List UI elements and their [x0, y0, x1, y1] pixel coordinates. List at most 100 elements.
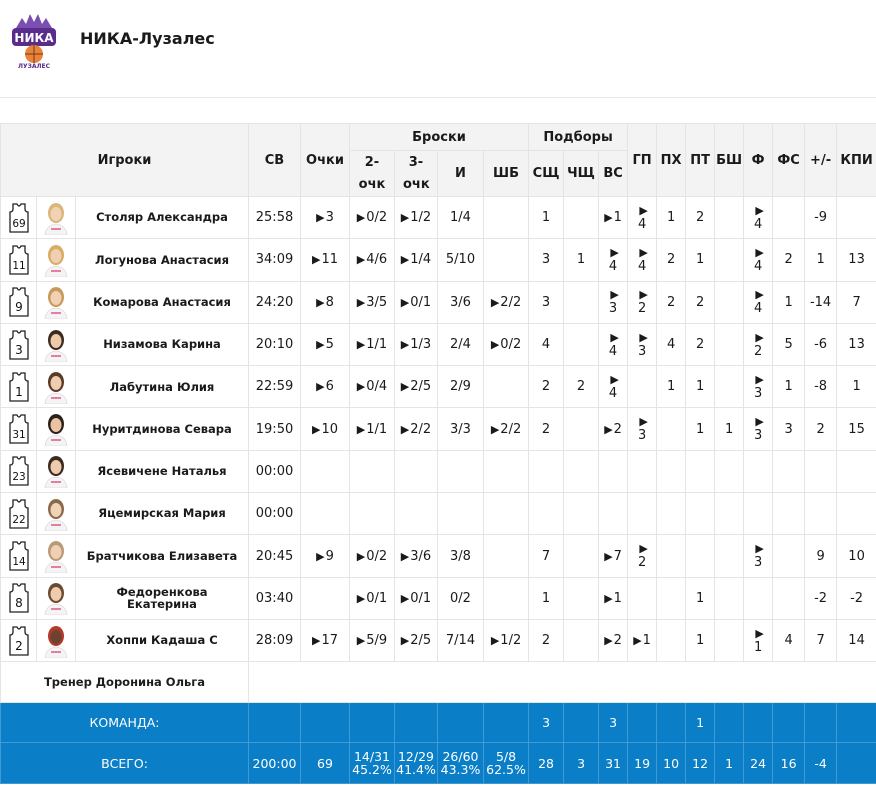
play-icon[interactable]: ▶	[400, 380, 410, 394]
player-row[interactable]: 22 Яцемирская Мария 00:00	[0, 492, 876, 536]
player-two-pt[interactable]	[349, 449, 395, 494]
player-points[interactable]: ▶3	[300, 195, 350, 240]
player-points[interactable]	[300, 492, 350, 536]
header-reb-total[interactable]: СЩ	[528, 150, 565, 197]
player-row[interactable]: 1 Лабутина Юлия 22:59 ▶6 ▶0/4 ▶2/5 2/9 2 2 ▶ 4 1 1 ▶ 3…	[0, 365, 876, 409]
player-name[interactable]: Низамова Карина	[75, 322, 249, 367]
player-two-pt[interactable]: ▶1/1	[349, 322, 395, 367]
play-icon[interactable]: ▶	[316, 295, 325, 309]
player-reb-def[interactable]: ▶1	[598, 195, 629, 240]
player-three-pt[interactable]: ▶2/2	[394, 407, 438, 451]
player-name[interactable]: Нуритдинова Севара	[75, 407, 249, 451]
play-icon[interactable]: ▶	[755, 415, 764, 429]
play-icon[interactable]: ▶	[356, 211, 366, 225]
header-fg[interactable]: И	[437, 150, 484, 197]
play-icon[interactable]: ▶	[400, 591, 410, 605]
player-assists[interactable]	[627, 492, 658, 536]
play-icon[interactable]: ▶	[490, 338, 500, 352]
player-ft[interactable]	[482, 576, 530, 620]
play-icon[interactable]: ▶	[639, 245, 648, 259]
player-ft[interactable]	[482, 238, 530, 282]
play-icon[interactable]: ▶	[604, 422, 613, 436]
player-name[interactable]: Яцемирская Мария	[75, 492, 249, 536]
player-row[interactable]: 9 Комарова Анастасия 24:20 ▶8 ▶3/5 ▶0/1 3/6 ▶2/…	[0, 280, 876, 324]
header-two-pt[interactable]: 2-очк	[349, 150, 395, 197]
player-fouls[interactable]: ▶ 4	[743, 280, 774, 324]
play-icon[interactable]: ▶	[316, 380, 325, 394]
player-two-pt[interactable]: ▶4/6	[349, 238, 395, 282]
play-icon[interactable]: ▶	[604, 591, 613, 605]
player-reb-def[interactable]: ▶1	[598, 576, 629, 620]
player-three-pt[interactable]: ▶1/3	[394, 322, 438, 367]
player-two-pt[interactable]: ▶0/2	[349, 195, 395, 240]
player-assists[interactable]	[627, 576, 658, 620]
player-three-pt[interactable]: ▶0/1	[394, 280, 438, 324]
player-fouls[interactable]: ▶ 4	[743, 238, 774, 282]
play-icon[interactable]: ▶	[400, 211, 410, 225]
player-three-pt[interactable]: ▶3/6	[394, 534, 438, 578]
player-two-pt[interactable]: ▶0/1	[349, 576, 395, 620]
play-icon[interactable]: ▶	[755, 245, 764, 259]
player-row[interactable]: 3 Низамова Карина 20:10 ▶5 ▶1/1 ▶1/3 2/4 ▶0/2 4 ▶…	[0, 322, 876, 367]
player-assists[interactable]	[627, 365, 658, 409]
play-icon[interactable]: ▶	[610, 245, 619, 259]
player-row[interactable]: 14 Братчикова Елизавета 20:45 ▶9 ▶0/2 ▶3/6 3/8…	[0, 534, 876, 578]
play-icon[interactable]: ▶	[639, 330, 648, 344]
player-avatar[interactable]	[42, 412, 70, 447]
player-three-pt[interactable]	[394, 492, 438, 536]
play-icon[interactable]: ▶	[356, 549, 366, 563]
play-icon[interactable]: ▶	[316, 338, 325, 352]
header-reb-off[interactable]: ЧЩ	[563, 150, 600, 197]
player-name[interactable]: Федоренкова Екатерина	[75, 576, 249, 620]
play-icon[interactable]: ▶	[755, 203, 764, 217]
play-icon[interactable]: ▶	[356, 422, 366, 436]
play-icon[interactable]: ▶	[755, 626, 764, 640]
player-fouls[interactable]: ▶ 1	[743, 618, 774, 663]
player-assists[interactable]: ▶ 2	[627, 534, 658, 578]
player-avatar[interactable]	[42, 497, 70, 531]
play-icon[interactable]: ▶	[400, 549, 410, 563]
player-reb-def[interactable]: ▶7	[598, 534, 629, 578]
play-icon[interactable]: ▶	[755, 542, 764, 556]
header-blocks[interactable]: БШ	[714, 123, 745, 197]
play-icon[interactable]: ▶	[356, 591, 366, 605]
header-steals[interactable]: ПХ	[656, 123, 687, 197]
player-assists[interactable]: ▶ 2	[627, 280, 658, 324]
play-icon[interactable]: ▶	[356, 295, 366, 309]
player-fouls[interactable]: ▶ 4	[743, 195, 774, 240]
player-assists[interactable]: ▶ 4	[627, 238, 658, 282]
player-reb-def[interactable]: ▶2	[598, 618, 629, 663]
player-ft[interactable]	[482, 195, 530, 240]
header-reb-def[interactable]: ВС	[598, 150, 629, 197]
player-assists[interactable]: ▶ 3	[627, 407, 658, 451]
play-icon[interactable]: ▶	[755, 372, 764, 386]
player-row[interactable]: 2 Хоппи Кадаша С 28:09 ▶17 ▶5/9 ▶2/5 7/14 ▶1/2 2…	[0, 618, 876, 663]
play-icon[interactable]: ▶	[604, 549, 613, 563]
player-ft[interactable]: ▶0/2	[482, 322, 530, 367]
player-two-pt[interactable]	[349, 492, 395, 536]
header-fouls-drawn[interactable]: ФС	[772, 123, 806, 197]
player-ft[interactable]: ▶1/2	[482, 618, 530, 663]
player-assists[interactable]: ▶ 3	[627, 322, 658, 367]
play-icon[interactable]: ▶	[400, 295, 410, 309]
play-icon[interactable]: ▶	[490, 422, 500, 436]
play-icon[interactable]: ▶	[755, 330, 764, 344]
header-players[interactable]: Игроки	[0, 123, 249, 197]
player-fouls[interactable]	[743, 492, 774, 536]
player-avatar[interactable]	[42, 624, 70, 658]
player-ft[interactable]	[482, 365, 530, 409]
player-fouls[interactable]	[743, 449, 774, 494]
player-row[interactable]: 23 Ясевичене Наталья 00:00	[0, 449, 876, 494]
player-reb-def[interactable]	[598, 449, 629, 494]
header-turnovers[interactable]: ПТ	[685, 123, 716, 197]
play-icon[interactable]: ▶	[490, 295, 500, 309]
player-two-pt[interactable]: ▶0/4	[349, 365, 395, 409]
header-three-pt[interactable]: 3-очк	[394, 150, 438, 197]
player-ft[interactable]	[482, 534, 530, 578]
player-fouls[interactable]: ▶ 3	[743, 365, 774, 409]
player-two-pt[interactable]: ▶5/9	[349, 618, 395, 663]
player-points[interactable]: ▶9	[300, 534, 350, 578]
play-icon[interactable]: ▶	[610, 372, 619, 386]
team-logo[interactable]: НИКА ЛУЗАЛЕС	[8, 12, 60, 70]
player-name[interactable]: Логунова Анастасия	[75, 238, 249, 282]
